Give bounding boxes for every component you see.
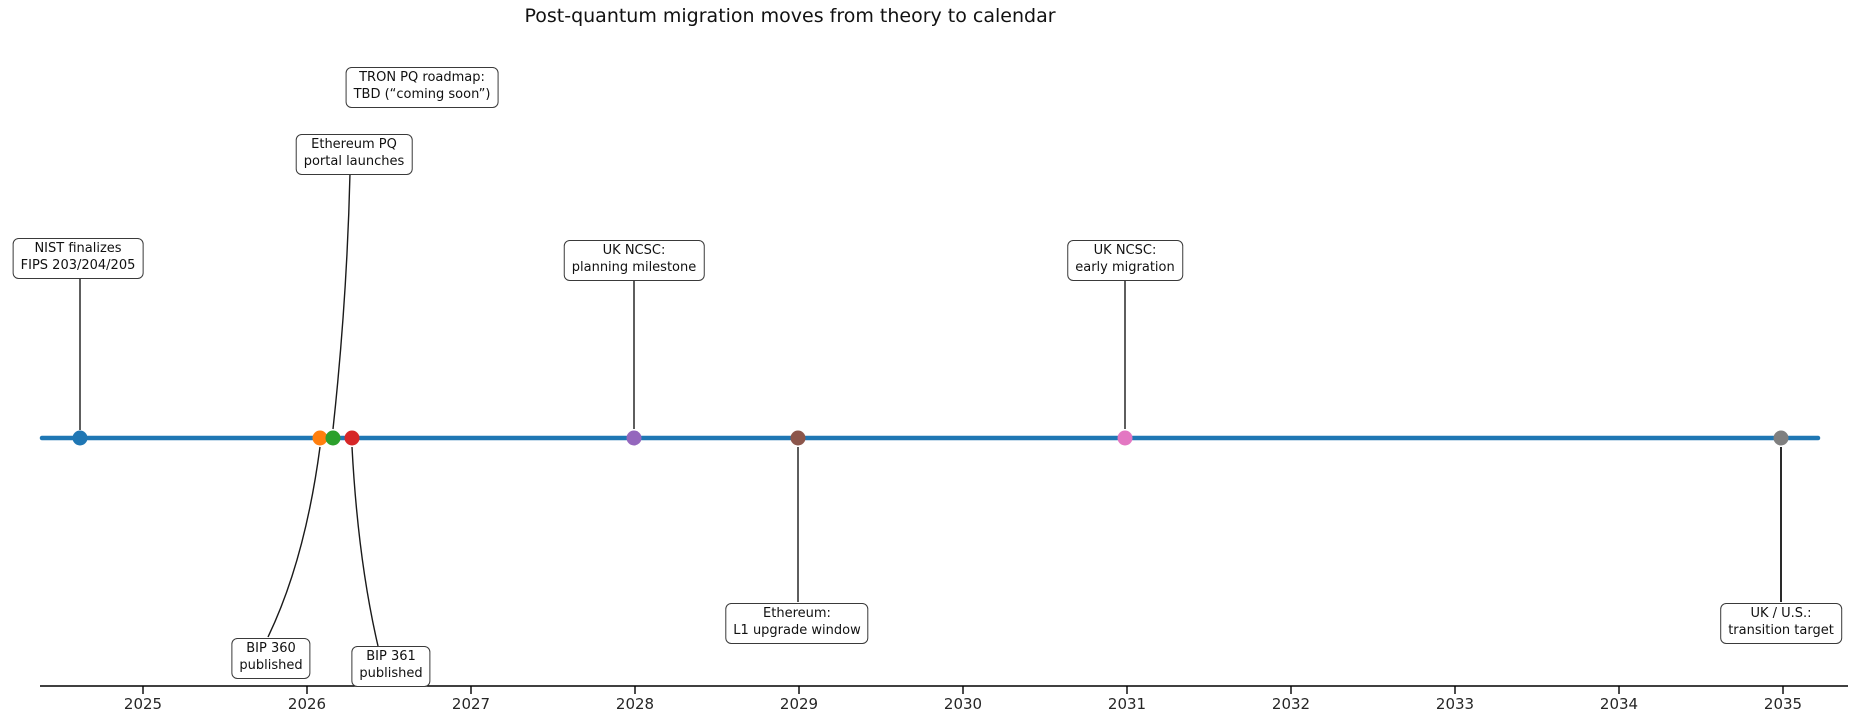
callout-text: portal launches bbox=[303, 153, 405, 169]
callout-text: UK NCSC: bbox=[1093, 243, 1157, 258]
callout-text: early migration bbox=[1075, 259, 1175, 275]
chart-title: Post-quantum migration moves from theory… bbox=[524, 5, 1056, 27]
callout-text: TRON PQ roadmap: bbox=[359, 70, 485, 85]
callout-text: L1 upgrade window bbox=[733, 622, 861, 638]
callout-text: Ethereum: bbox=[763, 606, 831, 621]
x-tick-label: 2028 bbox=[615, 695, 655, 713]
callout-text: TBD (“coming soon”) bbox=[353, 86, 491, 102]
callout-text: planning milestone bbox=[571, 259, 697, 275]
x-tick-label: 2033 bbox=[1435, 695, 1475, 713]
callout-text: published bbox=[239, 657, 303, 673]
callout-uk-us-target: UK / U.S.: transition target bbox=[1720, 603, 1842, 644]
x-tick-label: 2031 bbox=[1107, 695, 1147, 713]
x-tick-label: 2029 bbox=[779, 695, 819, 713]
callout-ncsc-early: UK NCSC: early migration bbox=[1067, 240, 1183, 281]
callout-bip-360: BIP 360 published bbox=[231, 638, 311, 679]
x-tick-label: 2035 bbox=[1763, 695, 1803, 713]
leader-line-bip-361 bbox=[351, 446, 379, 647]
x-tick-label: 2032 bbox=[1271, 695, 1311, 713]
callout-text: NIST finalizes bbox=[34, 241, 122, 256]
callout-bip-361: BIP 361 published bbox=[351, 646, 431, 687]
event-dot-ethereum-l1 bbox=[790, 430, 806, 446]
x-axis-ticks bbox=[142, 686, 1784, 694]
callout-ethereum-l1: Ethereum: L1 upgrade window bbox=[725, 603, 869, 644]
callout-tron-roadmap: TRON PQ roadmap: TBD (“coming soon”) bbox=[345, 67, 499, 108]
callout-text: BIP 360 bbox=[246, 641, 296, 656]
leader-line-ethereum-portal bbox=[332, 172, 351, 430]
event-dot-bip-360 bbox=[312, 430, 328, 446]
callout-text: transition target bbox=[1728, 622, 1834, 638]
callout-text: BIP 361 bbox=[366, 649, 416, 664]
callout-ncsc-planning: UK NCSC: planning milestone bbox=[563, 240, 705, 281]
event-dot-ncsc-early bbox=[1117, 430, 1133, 446]
x-tick-label: 2034 bbox=[1599, 695, 1639, 713]
callout-text: FIPS 203/204/205 bbox=[20, 257, 136, 273]
callout-text: published bbox=[359, 665, 423, 681]
callout-nist-fips: NIST finalizes FIPS 203/204/205 bbox=[12, 238, 144, 279]
callout-text: Ethereum PQ bbox=[311, 137, 397, 152]
callout-text: UK NCSC: bbox=[602, 243, 666, 258]
event-dot-ncsc-planning bbox=[626, 430, 642, 446]
callout-ethereum-portal: Ethereum PQ portal launches bbox=[295, 134, 413, 175]
event-dot-nist-fips bbox=[72, 430, 88, 446]
leader-line-bip-360 bbox=[267, 446, 321, 638]
callout-text: UK / U.S.: bbox=[1750, 606, 1812, 621]
x-tick-label: 2026 bbox=[287, 695, 327, 713]
event-dot-uk-us-target bbox=[1773, 430, 1789, 446]
event-dot-bip-361 bbox=[344, 430, 360, 446]
event-dot-ethereum-portal bbox=[325, 430, 341, 446]
x-tick-label: 2027 bbox=[451, 695, 491, 713]
x-tick-label: 2025 bbox=[123, 695, 163, 713]
x-tick-label: 2030 bbox=[943, 695, 983, 713]
